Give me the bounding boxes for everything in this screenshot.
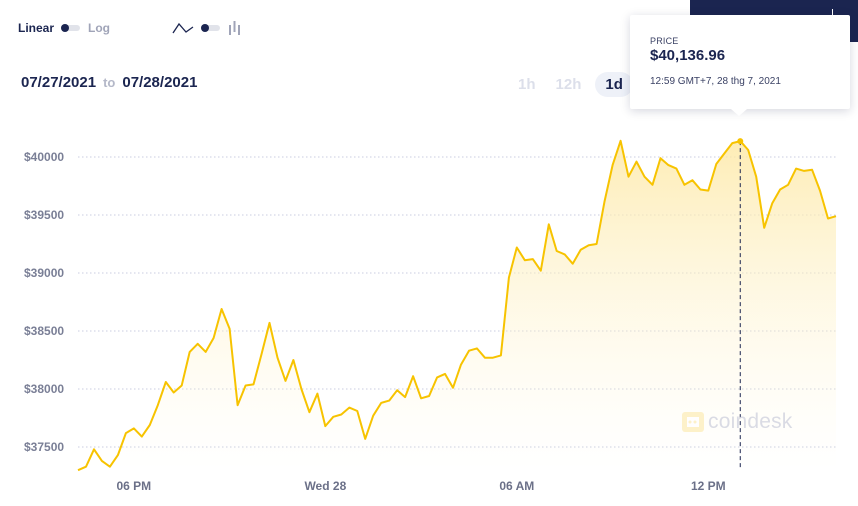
y-axis-tick-label: $40000 bbox=[24, 150, 65, 164]
scale-toggle[interactable] bbox=[61, 24, 81, 32]
scale-log-label[interactable]: Log bbox=[88, 21, 111, 35]
x-axis-tick-label: 12 PM bbox=[690, 479, 726, 493]
tooltip-label: PRICE bbox=[650, 36, 679, 46]
x-axis-tick-label: 06 PM bbox=[116, 479, 152, 493]
scale-linear-label[interactable]: Linear bbox=[18, 21, 55, 35]
range-1d-button[interactable]: 1d bbox=[595, 72, 633, 97]
price-tooltip: PRICE $40,136.96 12:59 GMT+7, 28 thg 7, … bbox=[630, 15, 850, 116]
y-axis-tick-label: $38500 bbox=[24, 324, 65, 338]
hover-point-marker bbox=[737, 138, 744, 145]
tooltip-price: $40,136.96 bbox=[650, 47, 726, 64]
time-range-selector: 1h 12h 1d bbox=[512, 72, 641, 97]
watermark-text: coindesk bbox=[708, 410, 793, 433]
toggle-knob bbox=[201, 24, 210, 32]
chart-controls: Linear Log bbox=[18, 18, 242, 38]
x-axis-tick-label: Wed 28 bbox=[304, 479, 347, 493]
coindesk-logo-icon bbox=[682, 412, 704, 432]
chart-type-toggle[interactable] bbox=[201, 24, 221, 32]
date-range: 07/27/2021 to 07/28/2021 bbox=[21, 74, 197, 91]
y-axis-tick-label: $38000 bbox=[24, 382, 65, 396]
price-area-fill bbox=[78, 140, 836, 471]
range-12h-button[interactable]: 12h bbox=[555, 76, 582, 93]
date-to[interactable]: 07/28/2021 bbox=[122, 74, 198, 91]
date-from[interactable]: 07/27/2021 bbox=[21, 74, 97, 91]
header-divider bbox=[832, 9, 833, 17]
range-1h-button[interactable]: 1h bbox=[518, 76, 536, 93]
bar-chart-icon[interactable] bbox=[228, 20, 242, 36]
date-range-separator: to bbox=[103, 75, 116, 90]
chart-type-switch bbox=[172, 20, 242, 36]
line-chart-icon[interactable] bbox=[172, 21, 194, 35]
y-axis-tick-label: $37500 bbox=[24, 440, 65, 454]
y-axis-tick-label: $39500 bbox=[24, 208, 65, 222]
tooltip-time: 12:59 GMT+7, 28 thg 7, 2021 bbox=[650, 76, 781, 87]
toggle-knob bbox=[61, 24, 70, 32]
x-axis-tick-label: 06 AM bbox=[499, 479, 535, 493]
price-line bbox=[77, 139, 837, 472]
coindesk-watermark: coindesk bbox=[681, 410, 792, 434]
y-axis-tick-label: $39000 bbox=[24, 266, 65, 280]
